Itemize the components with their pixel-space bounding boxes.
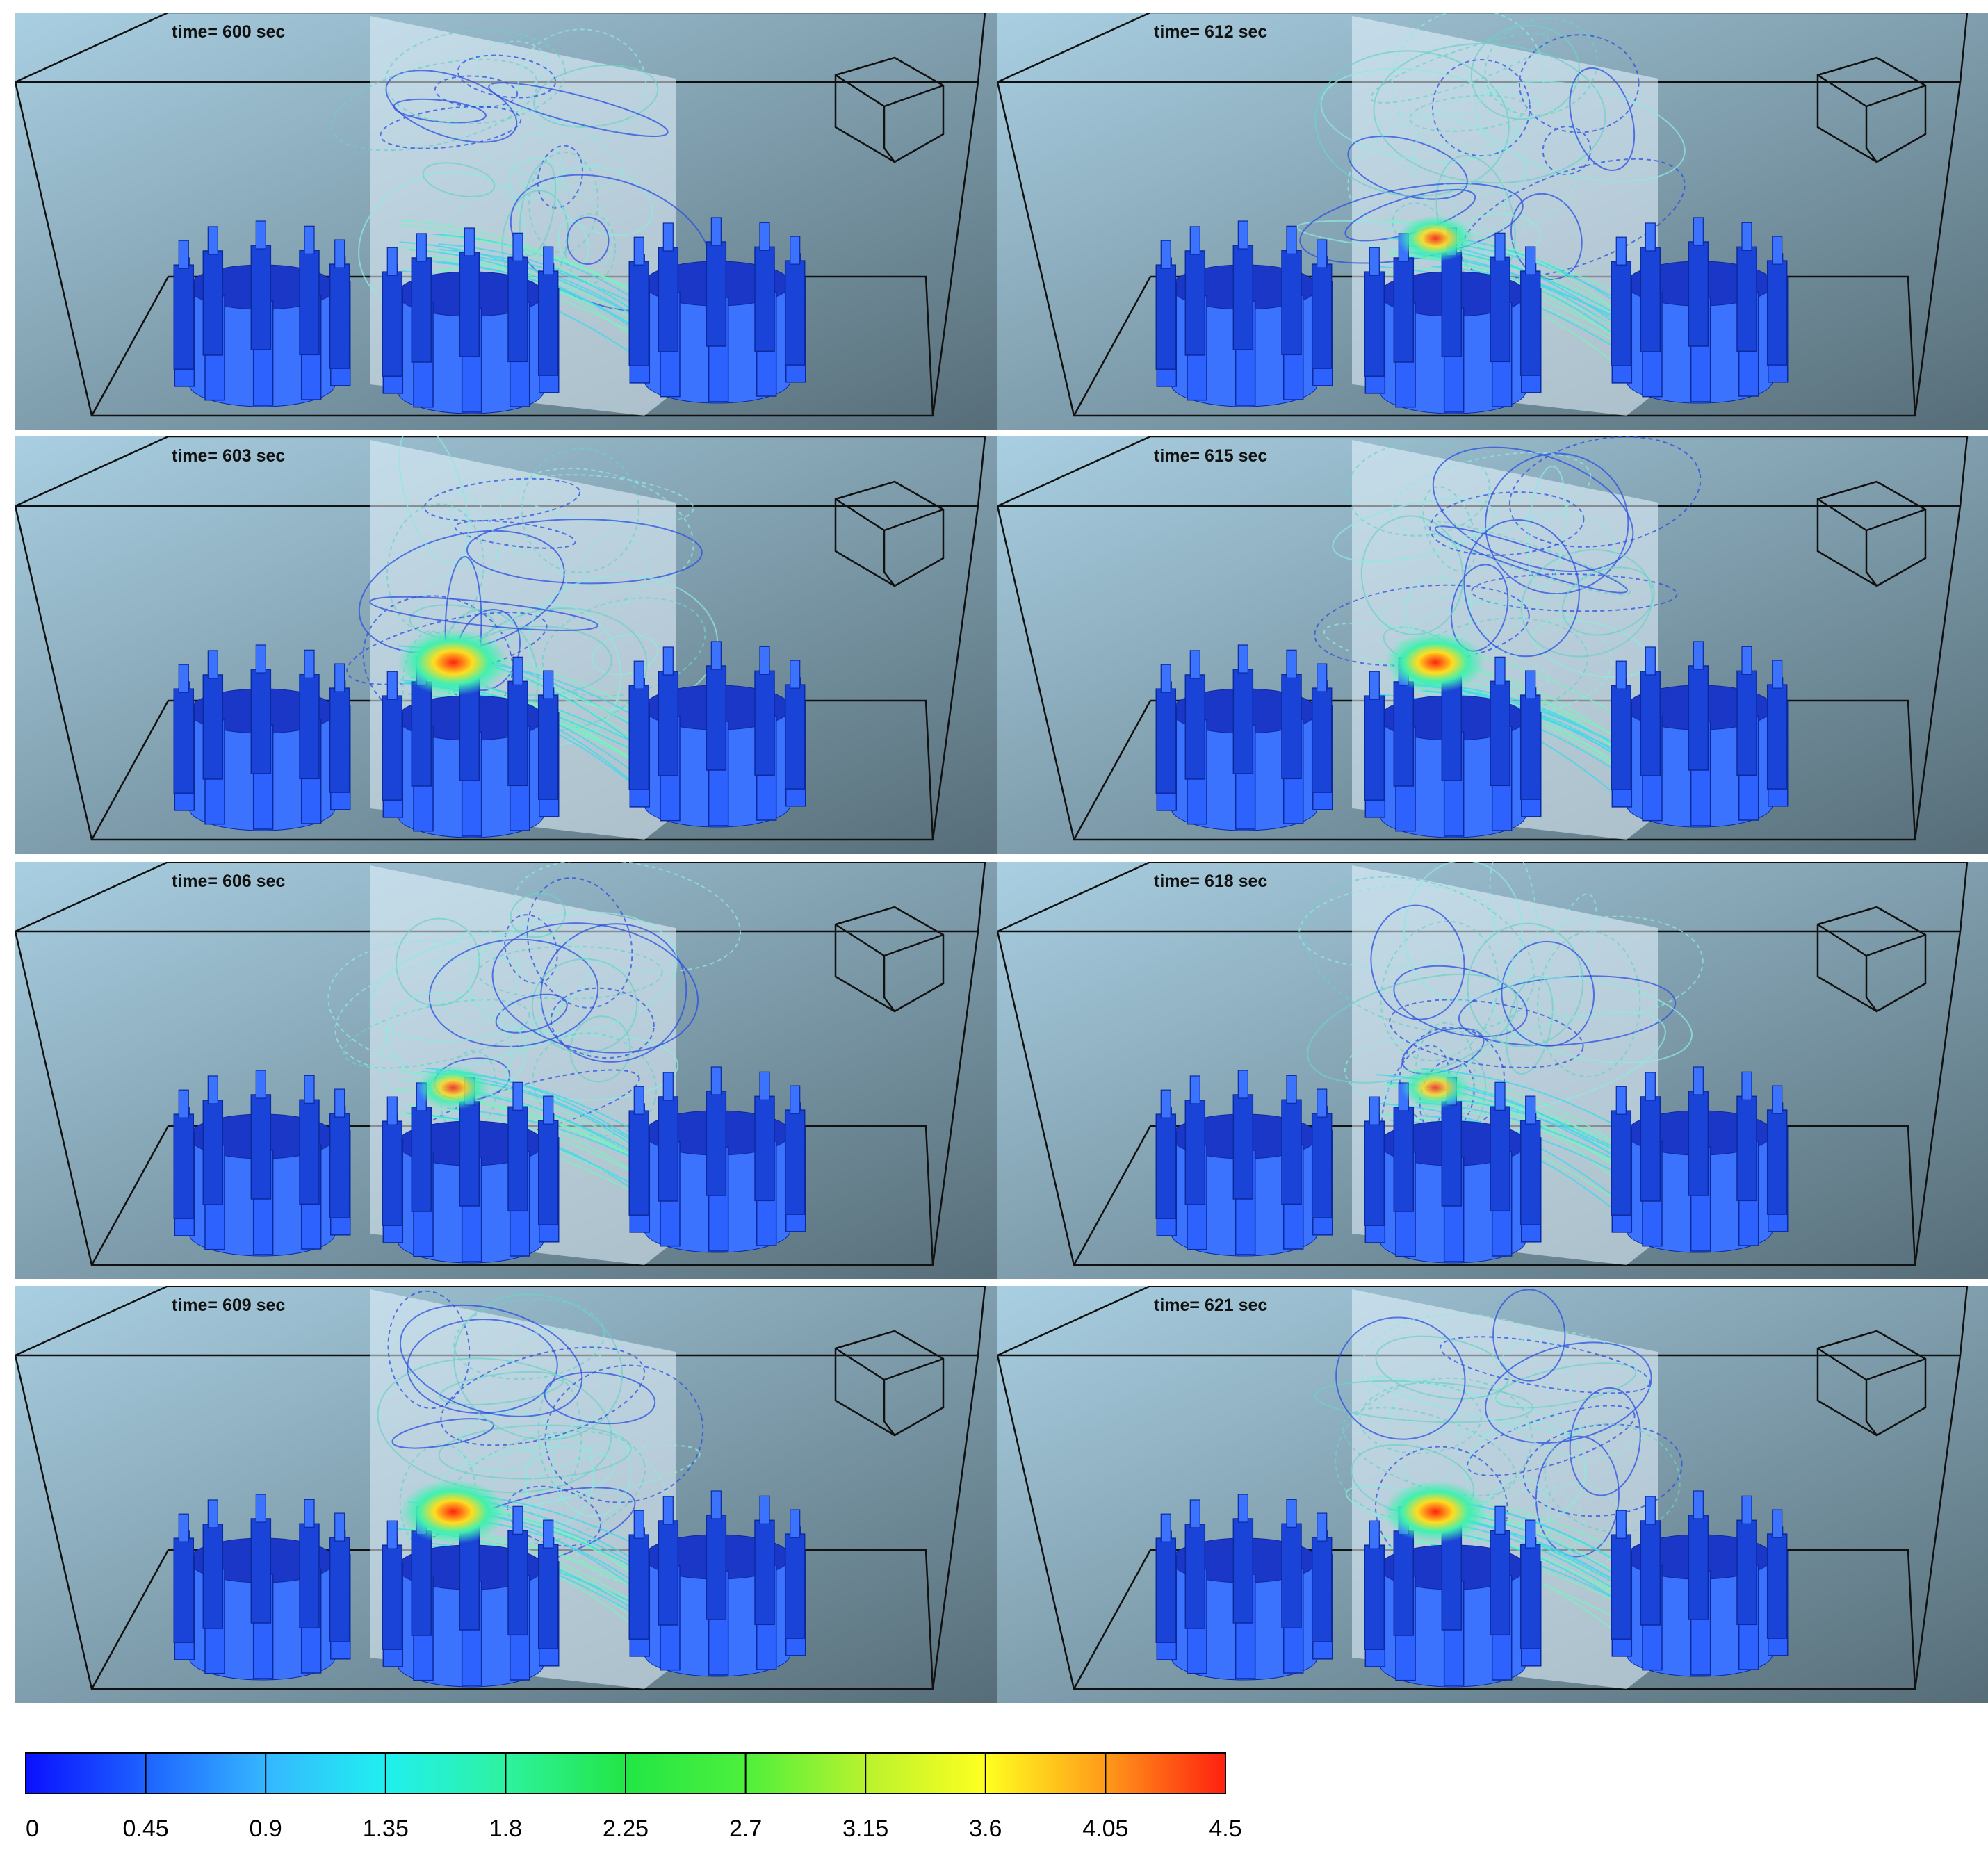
impeller-tank xyxy=(628,217,806,404)
impeller-tank xyxy=(173,220,351,407)
impeller-tank xyxy=(1611,217,1789,404)
colorbar-tick-label: 0 xyxy=(26,1815,39,1842)
impeller-tank xyxy=(173,1070,351,1257)
colorbar-tick-label: 4.05 xyxy=(1082,1815,1129,1842)
impeller-tank xyxy=(1155,220,1333,407)
impeller-tank xyxy=(173,1494,351,1681)
impeller-tank xyxy=(1155,644,1333,831)
simulation-panel: time= 612 sec xyxy=(997,13,1988,430)
time-label: time= 609 sec xyxy=(172,1296,286,1315)
colorbar-tick-label: 1.8 xyxy=(489,1815,523,1842)
colorbar xyxy=(25,1752,1226,1794)
velocity-hotspot xyxy=(1396,215,1474,262)
impeller-tank xyxy=(382,227,560,414)
cfd-scene xyxy=(15,436,1006,854)
simulation-panel: time= 618 sec xyxy=(997,862,1988,1279)
impeller-tank xyxy=(173,644,351,831)
cfd-scene xyxy=(997,862,1988,1279)
colorbar-tick-label: 2.7 xyxy=(728,1815,763,1842)
colorbar-tick-label: 3.15 xyxy=(842,1815,889,1842)
cfd-scene xyxy=(15,13,1006,430)
velocity-hotspot xyxy=(398,629,509,696)
impeller-tank xyxy=(628,641,806,828)
colorbar-tick-label: 0.9 xyxy=(249,1815,282,1842)
time-label: time= 603 sec xyxy=(172,446,286,466)
time-label: time= 615 sec xyxy=(1154,446,1268,466)
velocity-hotspot xyxy=(1383,1480,1488,1543)
velocity-hotspot xyxy=(1385,632,1485,693)
velocity-hotspot xyxy=(416,1066,490,1110)
simulation-panel: time= 606 sec xyxy=(15,862,1006,1279)
impeller-tank xyxy=(1611,1490,1789,1677)
impeller-tank xyxy=(1364,1077,1542,1264)
simulation-panel: time= 615 sec xyxy=(997,436,1988,854)
impeller-tank xyxy=(1155,1070,1333,1257)
time-label: time= 618 sec xyxy=(1154,872,1268,891)
cfd-scene xyxy=(15,862,1006,1279)
simulation-panel: time= 609 sec xyxy=(15,1286,1006,1703)
impeller-tank xyxy=(1155,1494,1333,1681)
impeller-tank xyxy=(382,1077,560,1264)
impeller-tank xyxy=(1611,641,1789,828)
cfd-scene xyxy=(997,436,1988,854)
impeller-tank xyxy=(628,1066,806,1253)
velocity-hotspot xyxy=(1401,1067,1470,1109)
impeller-tank xyxy=(382,1501,560,1688)
simulation-panel: time= 603 sec xyxy=(15,436,1006,854)
cfd-scene xyxy=(997,1286,1988,1703)
cfd-scene xyxy=(15,1286,1006,1703)
colorbar-tick-label: 2.25 xyxy=(602,1815,649,1842)
time-label: time= 621 sec xyxy=(1154,1296,1268,1315)
simulation-panel: time= 600 sec xyxy=(15,13,1006,430)
time-label: time= 606 sec xyxy=(172,872,286,891)
velocity-hotspot xyxy=(399,1479,507,1544)
colorbar-tick-label: 4.5 xyxy=(1209,1815,1242,1842)
time-label: time= 600 sec xyxy=(172,22,286,42)
simulation-panel: time= 621 sec xyxy=(997,1286,1988,1703)
colorbar-tick-label: 0.45 xyxy=(122,1815,169,1842)
impeller-tank xyxy=(628,1490,806,1677)
impeller-tank xyxy=(1611,1066,1789,1253)
colorbar-tick-label: 1.35 xyxy=(362,1815,409,1842)
cfd-scene xyxy=(997,13,1988,430)
time-label: time= 612 sec xyxy=(1154,22,1268,42)
colorbar-tick-label: 3.6 xyxy=(969,1815,1002,1842)
